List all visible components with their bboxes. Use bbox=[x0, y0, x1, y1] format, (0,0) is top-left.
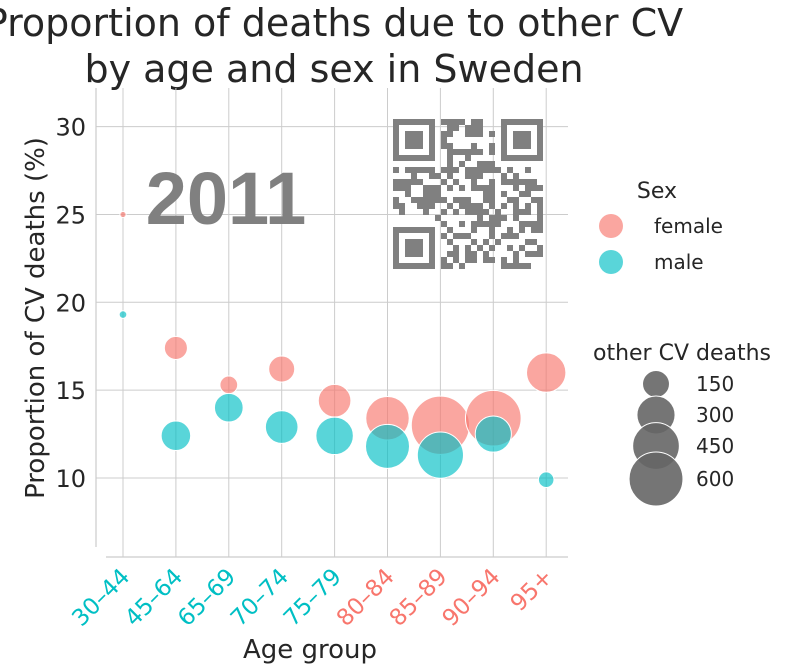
legend-size-title: other CV deaths bbox=[593, 341, 771, 366]
point-female bbox=[526, 352, 567, 393]
legend-size-label: 450 bbox=[696, 434, 734, 458]
point-male bbox=[537, 471, 555, 488]
x-tick-label: 95+ bbox=[506, 564, 559, 617]
chart-title-line1: Proportion of deaths due to other CV bbox=[0, 1, 683, 45]
x-tick-label: 75–79 bbox=[279, 564, 347, 632]
x-tick-label: 45–64 bbox=[120, 564, 188, 632]
point-female bbox=[317, 383, 352, 418]
point-male bbox=[315, 416, 354, 456]
grid bbox=[96, 88, 568, 557]
point-male bbox=[365, 423, 410, 469]
x-tick-label: 65–69 bbox=[173, 564, 241, 632]
point-female bbox=[119, 210, 127, 219]
legend-size-label: 600 bbox=[696, 467, 734, 491]
x-tick-label: 90–94 bbox=[438, 564, 506, 632]
legend-sex-marker-male bbox=[599, 250, 623, 274]
x-tick-label: 80–84 bbox=[332, 564, 400, 632]
point-male bbox=[474, 415, 512, 453]
point-female bbox=[219, 375, 239, 395]
x-axis-label: Age group bbox=[243, 635, 377, 665]
point-male bbox=[213, 392, 244, 423]
legend-size-marker bbox=[642, 370, 670, 398]
x-tick-label: 70–74 bbox=[226, 564, 294, 632]
y-axis-label: Proportion of CV deaths (%) bbox=[21, 137, 51, 499]
x-tick-label: 85–89 bbox=[385, 564, 453, 632]
y-tick-label: 30 bbox=[55, 114, 86, 142]
axes bbox=[95, 88, 568, 558]
legend-sex-label-female: female bbox=[654, 214, 723, 238]
legend-size-label: 300 bbox=[696, 403, 734, 427]
y-tick-label: 15 bbox=[55, 377, 86, 405]
point-male bbox=[160, 420, 192, 452]
y-tick-label: 20 bbox=[55, 289, 86, 317]
point-male bbox=[416, 431, 464, 479]
point-female bbox=[268, 355, 296, 383]
y-tick-label: 10 bbox=[55, 465, 86, 493]
qr-code-image bbox=[393, 119, 543, 269]
legend-sex: Sex female male bbox=[599, 179, 723, 274]
legend-size-marker bbox=[628, 451, 684, 507]
legend-sex-marker-female bbox=[599, 214, 623, 238]
y-tick-labels: 10 15 20 25 30 bbox=[55, 114, 86, 493]
x-tick-label: 30–44 bbox=[67, 564, 135, 632]
legend-sex-label-male: male bbox=[654, 250, 704, 274]
point-male bbox=[118, 310, 128, 319]
x-tick-labels: 30–4445–6465–6970–7475–7980–8485–8990–94… bbox=[67, 564, 558, 632]
legend-sex-title: Sex bbox=[637, 179, 677, 204]
chart-title-line2: by age and sex in Sweden bbox=[84, 47, 583, 91]
point-male bbox=[264, 410, 299, 444]
y-tick-label: 25 bbox=[55, 201, 86, 229]
legend-size-label: 150 bbox=[696, 372, 734, 396]
legend-size: other CV deaths 150 300 450 600 bbox=[593, 341, 771, 507]
point-female bbox=[163, 335, 188, 361]
data-points bbox=[118, 210, 567, 488]
year-label: 2011 bbox=[146, 157, 307, 240]
